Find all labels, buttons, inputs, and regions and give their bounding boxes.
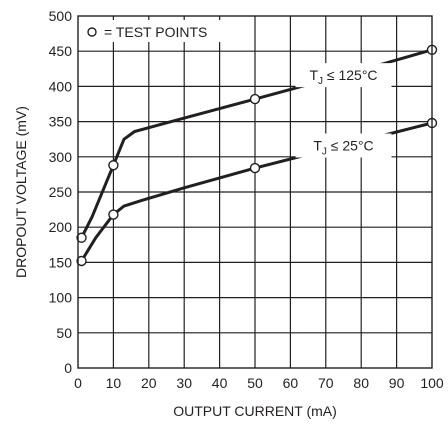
x-tick-label: 60 — [283, 375, 299, 391]
x-tick-label: 90 — [389, 375, 405, 391]
y-tick-label: 250 — [49, 184, 73, 200]
y-tick-label: 50 — [56, 325, 72, 341]
y-tick-label: 100 — [49, 290, 73, 306]
y-tick-label: 200 — [49, 219, 73, 235]
x-tick-label: 100 — [420, 375, 444, 391]
x-tick-label: 20 — [141, 375, 157, 391]
test-point-markers — [76, 44, 438, 267]
series-labels: TJ ≤ 125°C TJ ≤ 25°C — [295, 63, 392, 158]
test-point — [249, 93, 261, 105]
x-tick-label: 30 — [176, 375, 192, 391]
test-point — [76, 232, 87, 243]
y-tick-label: 150 — [49, 254, 73, 270]
test-point-legend: = TEST POINTS — [82, 20, 230, 42]
y-tick-label: 400 — [49, 78, 73, 94]
legend-test-point-label: = TEST POINTS — [104, 24, 207, 40]
y-tick-label: 0 — [64, 360, 72, 376]
x-axis-title: OUTPUT CURRENT (mA) — [173, 403, 337, 419]
grid-lines — [78, 16, 432, 368]
test-point — [249, 162, 261, 174]
legend-test-point-marker — [87, 27, 97, 37]
x-tick-label: 80 — [353, 375, 369, 391]
x-tick-label: 50 — [247, 375, 263, 391]
test-point — [76, 255, 87, 267]
y-tick-labels: 0 50 100 150 200 250 300 350 400 450 500 — [49, 8, 73, 376]
x-tick-label: 0 — [74, 375, 82, 391]
series-label-background — [295, 63, 392, 88]
plot-frame — [77, 15, 433, 369]
test-point — [108, 160, 119, 171]
test-point — [108, 209, 119, 220]
y-tick-label: 450 — [49, 43, 73, 59]
y-axis-title: DROPOUT VOLTAGE (mV) — [13, 106, 29, 278]
y-tick-label: 300 — [49, 149, 73, 165]
legend-background — [82, 20, 230, 42]
x-tick-label: 40 — [212, 375, 228, 391]
series-label-background — [295, 133, 392, 158]
x-tick-label: 70 — [318, 375, 334, 391]
y-tick-label: 500 — [49, 8, 73, 24]
series-label: TJ ≤ 125°C — [309, 67, 377, 87]
x-tick-labels: 0 10 20 30 40 50 60 70 80 90 100 — [74, 375, 444, 391]
series-label: TJ ≤ 25°C — [313, 138, 373, 158]
y-tick-label: 350 — [49, 114, 73, 130]
x-tick-label: 10 — [106, 375, 122, 391]
